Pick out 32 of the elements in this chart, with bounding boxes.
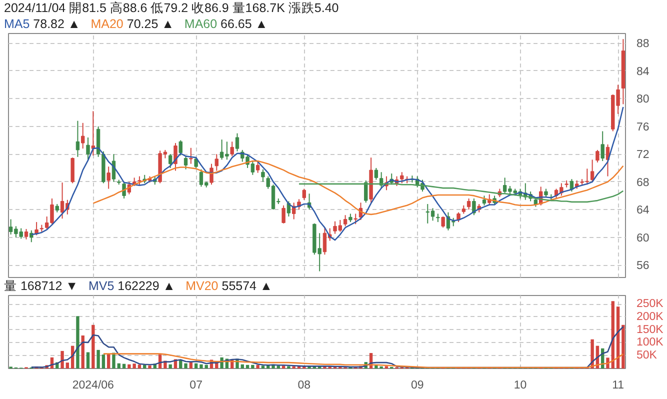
text: MA20 — [90, 17, 124, 31]
text: MV20 — [186, 279, 218, 293]
text: 70.25 ▲ — [126, 17, 174, 31]
y-tick-label: 84 — [636, 66, 650, 78]
y-tick-label: 88 — [636, 38, 650, 50]
x-tick-label: 11 — [612, 380, 624, 392]
x-tick-label: 07 — [190, 380, 202, 392]
text: MV5 — [88, 279, 114, 293]
y-tick-label: 250K — [636, 298, 664, 310]
y-tick-label: 56 — [636, 260, 650, 272]
y-tick-label: 100K — [636, 336, 664, 349]
x-tick-label: 2024/06 — [72, 380, 114, 392]
y-tick-label: 72 — [636, 149, 650, 162]
y-tick-label: 64 — [636, 204, 650, 217]
y-tick-label: 50K — [636, 350, 658, 362]
text: 162229 ▲ — [118, 279, 176, 293]
y-tick-label: 68 — [636, 176, 650, 189]
x-tick-label: 09 — [410, 380, 424, 392]
y-tick-label: 200K — [636, 310, 664, 323]
x-tick-label: 08 — [298, 380, 311, 392]
chart-title: 2024/11/04 開81.5 高88.6 低79.2 收86.9 量168.7K 漲跌5.40 — [4, 0, 339, 16]
text: 量 168712 ▼ — [4, 279, 78, 293]
text: MA5 — [4, 17, 30, 31]
x-tick-label: 10 — [514, 380, 527, 392]
text: 55574 ▲ — [222, 279, 272, 293]
y-tick-label: 80 — [636, 94, 650, 106]
y-tick-label: 150K — [636, 324, 664, 336]
text: 66.65 ▲ — [220, 17, 268, 31]
y-tick-label: 60 — [636, 232, 650, 244]
text: 78.82 ▲ — [33, 17, 80, 31]
text: MA60 — [184, 17, 218, 31]
y-tick-label: 76 — [636, 121, 650, 134]
